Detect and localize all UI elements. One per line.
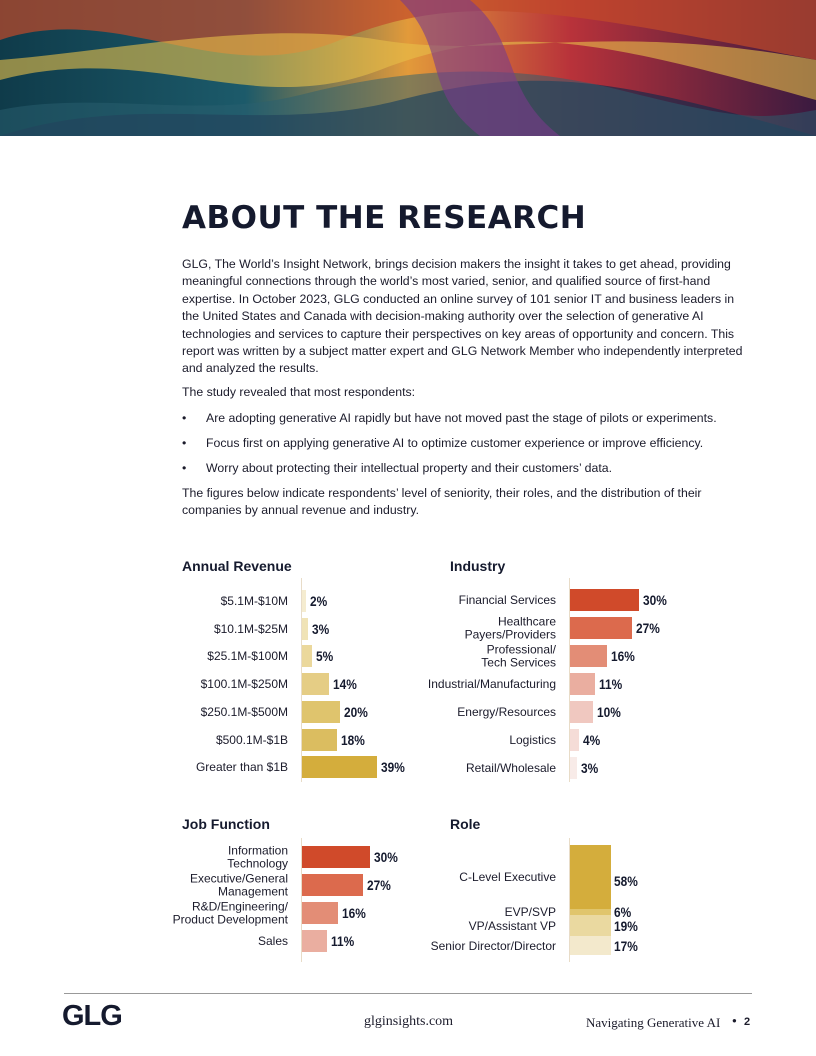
bar — [570, 589, 639, 611]
category-label: C-Level Executive — [459, 869, 556, 884]
page-number: 2 — [744, 1016, 751, 1028]
category-label: $100.1M-$250M — [200, 676, 288, 691]
value-label: 18% — [340, 731, 365, 748]
bullet-text: Worry about protecting their intellectua… — [206, 461, 613, 475]
bar — [302, 930, 327, 952]
value-label: 3% — [311, 620, 329, 637]
category-label: Sales — [257, 933, 288, 948]
category-label: $5.1M-$10M — [220, 593, 288, 608]
value-label: 14% — [332, 676, 357, 693]
category-label: Information Technology — [227, 843, 288, 870]
category-label: Logistics — [509, 732, 556, 747]
logo: GLG — [62, 1000, 123, 1032]
bar — [302, 874, 364, 896]
bar — [302, 846, 371, 868]
chart-title: Job Function — [182, 816, 270, 832]
value-label: 39% — [380, 759, 405, 776]
value-label: 6% — [614, 904, 632, 921]
chart-title: Role — [450, 816, 481, 832]
bullet-dot: • — [182, 411, 187, 425]
bullet-dot: • — [182, 436, 187, 450]
bar-segment — [570, 908, 611, 916]
category-label: Retail/Wholesale — [465, 760, 556, 775]
category-label: Financial Services — [458, 592, 556, 607]
bar — [570, 645, 607, 667]
bar — [302, 902, 339, 924]
axis-line — [569, 838, 570, 962]
lead: The study revealed that most respondents… — [182, 385, 416, 399]
bullet-dot: • — [182, 461, 187, 475]
bar — [302, 645, 312, 668]
bar-segment — [570, 845, 611, 909]
bar-segment — [570, 936, 611, 955]
value-label: 5% — [315, 648, 333, 665]
category-label: Professional/ Tech Services — [481, 642, 556, 669]
bar — [302, 756, 377, 779]
axis-line — [301, 838, 302, 962]
category-label: Healthcare Payers/Providers — [464, 614, 556, 641]
bar — [570, 701, 593, 723]
category-label: R&D/Engineering/ Product Development — [172, 899, 288, 926]
chart-title: Industry — [450, 558, 506, 574]
category-label: Industrial/Manufacturing — [427, 676, 556, 691]
category-label: $25.1M-$100M — [207, 649, 288, 664]
axis-line — [301, 578, 302, 782]
bar-segment — [570, 915, 611, 937]
category-label: Senior Director/Director — [430, 938, 556, 953]
publication: Navigating Generative AI — [586, 1015, 721, 1030]
value-label: 30% — [643, 592, 667, 608]
value-label: 20% — [344, 703, 369, 720]
header-art — [0, 0, 816, 136]
bullet-text: Are adopting generative AI rapidly but h… — [206, 411, 717, 425]
category-label: Greater than $1B — [195, 759, 288, 774]
value-label: 16% — [610, 648, 635, 664]
value-label: 19% — [614, 917, 638, 934]
bar — [302, 673, 329, 696]
page-title: ABOUT THE RESEARCH — [182, 200, 587, 236]
value-label: 2% — [309, 593, 328, 609]
value-label: 16% — [342, 905, 367, 921]
axis-line — [569, 578, 570, 782]
value-label: 11% — [599, 676, 623, 692]
bar — [570, 617, 633, 639]
category-label: EVP/SVP — [504, 904, 556, 919]
bullet-text: Focus first on applying generative AI to… — [206, 436, 704, 450]
value-label: 17% — [614, 937, 638, 954]
bar — [302, 728, 337, 751]
bar — [302, 700, 341, 723]
bar — [302, 590, 306, 612]
category-label: Energy/Resources — [457, 704, 556, 719]
category-label: $10.1M-$25M — [213, 621, 288, 636]
value-label: 10% — [597, 704, 621, 720]
footer-dot: ● — [732, 1016, 737, 1025]
value-label: 11% — [330, 933, 355, 949]
intro: GLG, The World’s Insight Network, brings… — [182, 257, 743, 376]
closing: The figures below indicate respondents’ … — [182, 486, 702, 518]
value-label: 58% — [614, 872, 638, 889]
value-label: 30% — [374, 849, 398, 865]
category-label: $500.1M-$1B — [215, 732, 288, 747]
bar — [570, 729, 580, 751]
chart-title: Annual Revenue — [182, 558, 292, 574]
value-label: 3% — [580, 760, 599, 776]
bar — [570, 757, 577, 779]
bar — [302, 617, 308, 640]
category-label: VP/Assistant VP — [468, 918, 556, 933]
value-label: 27% — [636, 620, 660, 636]
url: glginsights.com — [364, 1014, 454, 1029]
category-label: Executive/General Management — [189, 871, 288, 898]
footer-rule — [64, 993, 752, 994]
value-label: 27% — [367, 877, 392, 893]
bar — [570, 673, 596, 695]
value-label: 4% — [583, 732, 601, 748]
category-label: $250.1M-$500M — [200, 704, 288, 719]
